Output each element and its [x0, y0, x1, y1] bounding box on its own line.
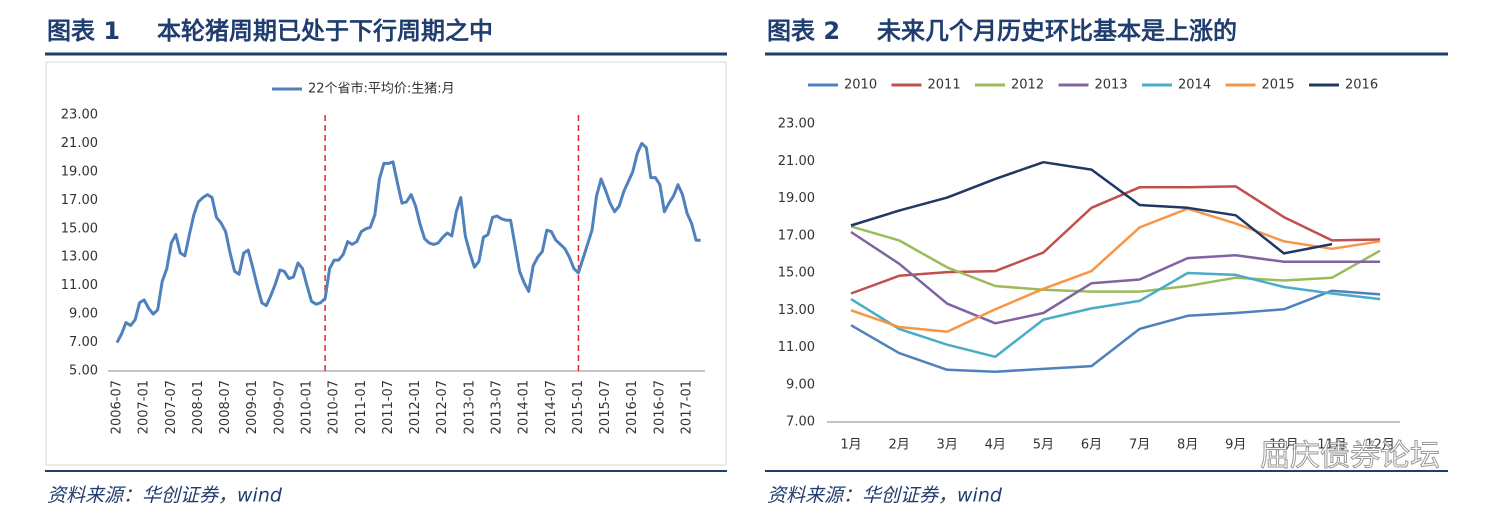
chart-title: 未来几个月历史环比基本是上涨的 [877, 17, 1237, 45]
x-tick-label: 2008-01 [191, 380, 206, 434]
x-tick-label: 2009-07 [272, 380, 287, 434]
legend-label: 2011 [928, 78, 961, 93]
series-line [115, 141, 701, 344]
legend-label: 22个省市:平均价:生猪:月 [308, 81, 455, 97]
series-line [850, 207, 1381, 333]
x-tick-label: 5月 [1033, 438, 1054, 453]
x-tick-label: 2006-07 [110, 380, 125, 434]
source: 资料来源：华创证券，wind [767, 485, 1003, 507]
x-tick-label: 2008-07 [218, 380, 233, 434]
y-tick-label: 21.00 [778, 154, 815, 169]
x-tick-label: 2010-01 [300, 380, 315, 434]
y-tick-label: 15.00 [778, 266, 815, 281]
y-tick-label: 7.00 [69, 335, 98, 350]
legend-label: 2015 [1262, 78, 1295, 93]
series-line [850, 185, 1381, 295]
x-tick-label: 4月 [985, 438, 1006, 453]
series-line [850, 271, 1381, 359]
y-tick-label: 17.00 [61, 193, 98, 208]
x-tick-label: 2016-01 [625, 380, 640, 434]
y-tick-label: 23.00 [61, 108, 98, 123]
y-tick-label: 7.00 [786, 415, 815, 430]
x-tick-label: 11月 [1317, 438, 1347, 453]
legend-label: 2010 [844, 78, 877, 93]
x-tick-label: 2012-07 [435, 380, 450, 434]
figure-label: 图表 2 [767, 17, 840, 45]
x-tick-label: 2007-07 [164, 380, 179, 434]
y-tick-label: 13.00 [778, 303, 815, 318]
legend-label: 2012 [1011, 78, 1044, 93]
x-tick-label: 2014-01 [517, 380, 532, 434]
y-tick-label: 9.00 [786, 377, 815, 392]
y-tick-label: 11.00 [778, 340, 815, 355]
y-tick-label: 9.00 [69, 307, 98, 322]
x-tick-label: 2012-01 [408, 380, 423, 434]
figure-label: 图表 1 [47, 17, 120, 45]
x-tick-label: 8月 [1177, 438, 1198, 453]
plot-frame [45, 61, 727, 466]
series-line [850, 289, 1381, 373]
x-tick-label: 2007-01 [137, 380, 152, 434]
source: 资料来源：华创证券，wind [47, 485, 283, 507]
series-line [850, 230, 1381, 325]
y-tick-label: 19.00 [61, 164, 98, 179]
chart-title: 本轮猪周期已处于下行周期之中 [157, 17, 493, 45]
x-tick-label: 2015-01 [571, 380, 586, 434]
y-tick-label: 23.00 [778, 117, 815, 132]
x-tick-label: 1月 [840, 438, 861, 453]
x-tick-label: 2013-01 [462, 380, 477, 434]
y-tick-label: 21.00 [61, 136, 98, 151]
y-tick-label: 11.00 [61, 278, 98, 293]
x-tick-label: 12月 [1365, 438, 1395, 453]
x-tick-label: 2015-07 [598, 380, 613, 434]
x-tick-label: 2011-01 [354, 380, 369, 434]
y-tick-label: 19.00 [778, 191, 815, 206]
legend-label: 2014 [1178, 78, 1211, 93]
y-tick-label: 17.00 [778, 228, 815, 243]
x-tick-label: 3月 [937, 438, 958, 453]
watermark: 屈庆债券论坛 [1260, 439, 1440, 474]
x-tick-label: 2009-01 [245, 380, 260, 434]
y-tick-label: 13.00 [61, 250, 98, 265]
x-tick-label: 2011-07 [381, 380, 396, 434]
series-line [850, 160, 1333, 255]
x-tick-label: 2016-07 [652, 380, 667, 434]
x-tick-label: 7月 [1129, 438, 1150, 453]
legend-label: 2013 [1095, 78, 1128, 93]
legend-label: 2016 [1345, 78, 1378, 93]
series-line [850, 225, 1381, 293]
x-tick-label: 9月 [1225, 438, 1246, 453]
x-tick-label: 6月 [1081, 438, 1102, 453]
x-tick-label: 2月 [888, 438, 909, 453]
x-tick-label: 10月 [1269, 438, 1299, 453]
x-tick-label: 2013-07 [490, 380, 505, 434]
x-tick-label: 2010-07 [327, 380, 342, 434]
x-tick-label: 2014-07 [544, 380, 559, 434]
x-tick-label: 2017-01 [680, 380, 695, 434]
y-tick-label: 15.00 [61, 221, 98, 236]
y-tick-label: 5.00 [69, 364, 98, 379]
